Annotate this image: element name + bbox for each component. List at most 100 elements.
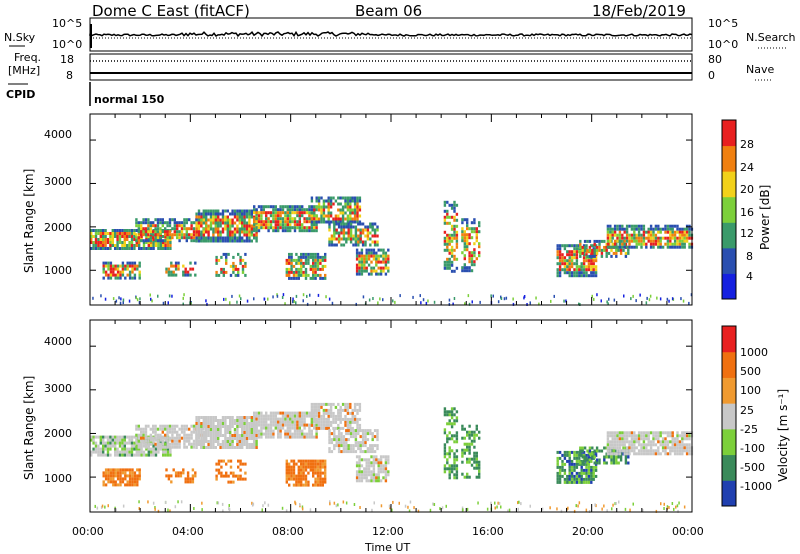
velocity-panel-cell [255,446,258,449]
velocity-panel-cell [455,434,459,438]
velocity-cbar-tick-1: 500 [740,365,761,378]
power-panel-cell [142,239,145,243]
velocity-panel-cell [205,428,208,431]
power-panel-cell [360,260,364,264]
velocity-panel-cell [106,447,110,451]
power-panel-cell [115,299,118,303]
power-panel-cell [377,257,380,261]
velocity-panel-cell [205,440,208,443]
power-panel-cell [126,273,129,277]
velocity-panel-cell [628,449,631,453]
power-panel-cell [308,214,311,218]
power-panel-cell [282,293,285,297]
velocity-panel-cell [357,444,360,448]
velocity-panel-cell [292,468,296,472]
velocity-panel-cell [193,507,195,510]
velocity-panel-cell [635,446,638,450]
velocity-panel-cell [149,427,152,431]
power-panel-cell [553,294,555,298]
velocity-panel-cell [133,444,136,448]
velocity-panel-cell [159,436,162,440]
power-panel-cell [149,239,152,243]
power-panel-cell [133,261,137,265]
power-colorbar-segment [722,273,736,300]
velocity-panel-cell [384,461,388,465]
power-panel-cell [345,225,348,229]
velocity-panel-cell [313,423,316,427]
velocity-panel-cell [168,436,172,440]
velocity-panel-cell [284,417,287,421]
velocity-panel-cell [154,506,156,509]
power-panel-cell [523,296,525,300]
power-panel-cell [654,224,658,228]
power-panel-cell [109,235,112,238]
power-panel-cell [290,252,293,256]
velocity-panel-cell [312,474,315,478]
power-panel-cell [295,301,297,305]
velocity-panel-cell [224,437,227,440]
velocity-panel-cell [683,505,686,509]
power-panel-cell [328,243,331,247]
velocity-panel-cell [568,462,571,466]
power-panel-cell [281,220,285,224]
velocity-panel-cell [195,446,198,449]
velocity-panel-cell [332,411,335,415]
velocity-panel-cell [590,474,593,478]
velocity-panel-cell [475,451,478,455]
power-panel-cell [463,242,466,246]
velocity-panel-cell [340,432,343,436]
velocity-panel-cell [455,473,459,477]
power-panel-cell [585,265,588,269]
velocity-panel-cell [301,505,304,509]
velocity-panel-cell [231,446,234,449]
velocity-panel-cell [310,417,314,421]
velocity-panel-cell [144,430,148,434]
velocity-panel-cell [354,435,358,439]
velocity-panel-cell [217,471,221,475]
velocity-panel-cell [135,427,138,431]
velocity-panel-cell [138,474,141,478]
velocity-panel-cell [152,453,155,457]
velocity-panel-cell [453,476,456,480]
power-panel-cell [178,221,181,225]
nsearch-tick-top: 10^5 [708,17,739,30]
power-panel-cell [157,244,160,247]
power-panel-cell [628,224,631,228]
power-panel-cell [164,241,167,244]
velocity-panel-cell [253,432,256,436]
power-panel-cell [666,227,670,231]
power-panel-cell [463,236,466,240]
velocity-panel-cell [107,504,109,508]
power-panel-cell [111,241,114,244]
velocity-panel-cell [229,416,232,419]
xtick-5: 20:00 [572,525,604,538]
power-panel-cell [212,227,215,231]
power-panel-cell [156,221,160,225]
velocity-panel-cell [104,447,107,451]
velocity-panel-cell [121,444,124,448]
power-panel-cell [363,254,366,258]
velocity-cbar-tick-4: -25 [740,423,758,436]
velocity-panel-cell [221,416,225,419]
velocity-panel-cell [676,504,679,508]
velocity-panel-cell [173,424,176,428]
velocity-panel-cell [603,458,606,462]
velocity-panel-cell [633,446,636,450]
velocity-panel-cell [356,423,359,427]
velocity-panel-cell [455,470,459,474]
power-panel-cell [446,248,449,252]
velocity-panel-cell [342,444,346,448]
power-panel-cell [304,261,308,265]
power-panel-cell [167,267,171,271]
power-panel-cell [681,239,684,243]
power-panel-cell [654,227,658,231]
velocity-panel-cell [595,461,599,465]
velocity-panel-cell [147,442,150,446]
velocity-panel-cell [274,426,277,430]
velocity-panel-cell [625,452,629,456]
velocity-panel-cell [308,423,311,427]
velocity-panel-cell [94,444,98,448]
velocity-panel-cell [245,440,249,443]
power-panel-cell [353,199,357,203]
velocity-panel-cell [579,446,582,450]
